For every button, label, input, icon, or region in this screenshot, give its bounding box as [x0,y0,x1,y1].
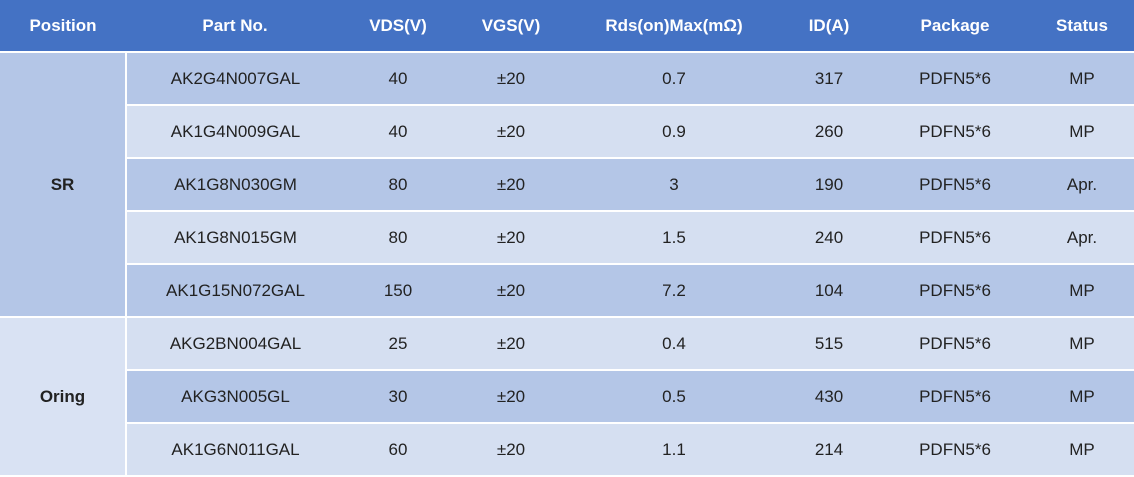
table-cell: MP [1030,105,1134,159]
table-cell: 515 [778,317,880,371]
column-header: Rds(on)Max(mΩ) [570,0,778,53]
table-cell: Apr. [1030,158,1134,212]
table-cell: ±20 [452,52,570,106]
table-cell: MP [1030,52,1134,106]
header-row: Position Part No. VDS(V) VGS(V) Rds(on)Max(m… [0,0,1134,53]
group-label: Oring [0,317,127,477]
table-cell: PDFN5*6 [880,317,1030,371]
table-cell: 30 [344,370,452,424]
table-cell: 260 [778,105,880,159]
table-cell: 317 [778,52,880,106]
table-cell: PDFN5*6 [880,105,1030,159]
table-cell: 190 [778,158,880,212]
table-cell: MP [1030,370,1134,424]
table-cell: 40 [344,52,452,106]
table-cell: 80 [344,158,452,212]
table-cell: ±20 [452,105,570,159]
table-row: AK1G15N072GAL 150 ±20 7.2 104 PDFN5*6 MP [0,264,1134,318]
table-row: AK1G8N030GM 80 ±20 3 190 PDFN5*6 Apr. [0,158,1134,212]
table-cell: AK1G4N009GAL [126,105,344,159]
table-cell: MP [1030,317,1134,371]
table-cell: ±20 [452,264,570,318]
table-row: AK1G6N011GAL 60 ±20 1.1 214 PDFN5*6 MP [0,423,1134,477]
table-cell: PDFN5*6 [880,52,1030,106]
table-cell: 1.1 [570,423,778,477]
table-cell: 3 [570,158,778,212]
table-cell: MP [1030,423,1134,477]
table-row: AK1G8N015GM 80 ±20 1.5 240 PDFN5*6 Apr. [0,211,1134,265]
table-cell: 0.9 [570,105,778,159]
table-cell: 0.4 [570,317,778,371]
table-cell: PDFN5*6 [880,264,1030,318]
table-cell: 0.7 [570,52,778,106]
table-cell: MP [1030,264,1134,318]
column-header: Package [880,0,1030,53]
table-cell: 104 [778,264,880,318]
table-cell: 80 [344,211,452,265]
table-cell: AK2G4N007GAL [126,52,344,106]
table-cell: PDFN5*6 [880,158,1030,212]
column-header: VDS(V) [344,0,452,53]
table-cell: Apr. [1030,211,1134,265]
table-cell: AKG2BN004GAL [126,317,344,371]
table-cell: 25 [344,317,452,371]
table-cell: 150 [344,264,452,318]
table-cell: PDFN5*6 [880,370,1030,424]
table-row: AK1G4N009GAL 40 ±20 0.9 260 PDFN5*6 MP [0,105,1134,159]
table-cell: 60 [344,423,452,477]
table-cell: 430 [778,370,880,424]
column-header: Status [1030,0,1134,53]
table-row: SR AK2G4N007GAL 40 ±20 0.7 317 PDFN5*6 MP [0,52,1134,318]
table-cell: 7.2 [570,264,778,318]
table-cell: ±20 [452,317,570,371]
table-cell: 1.5 [570,211,778,265]
table-body: SR AK2G4N007GAL 40 ±20 0.7 317 PDFN5*6 MP AK1G4N… [0,52,1134,477]
table-row: Oring AKG2BN004GAL 25 ±20 0.4 515 PDFN5*6 MP [0,317,1134,477]
table-cell: 214 [778,423,880,477]
table-cell: 40 [344,105,452,159]
table-cell: AKG3N005GL [126,370,344,424]
table-cell: AK1G8N015GM [126,211,344,265]
table-cell: 240 [778,211,880,265]
table-cell: 0.5 [570,370,778,424]
column-header: Part No. [126,0,344,53]
table-cell: PDFN5*6 [880,211,1030,265]
table-header: Position Part No. VDS(V) VGS(V) Rds(on)Max(m… [0,0,1134,53]
table-cell: AK1G8N030GM [126,158,344,212]
column-header: ID(A) [778,0,880,53]
column-header: Position [0,0,126,53]
table-cell: ±20 [452,423,570,477]
column-header: VGS(V) [452,0,570,53]
table-cell: AK1G6N011GAL [126,423,344,477]
table-row: AKG3N005GL 30 ±20 0.5 430 PDFN5*6 MP [0,370,1134,424]
group-label: SR [0,52,127,318]
table-cell: ±20 [452,211,570,265]
table-cell: ±20 [452,158,570,212]
table-cell: PDFN5*6 [880,423,1030,477]
table-cell: AK1G15N072GAL [126,264,344,318]
table-cell: ±20 [452,370,570,424]
